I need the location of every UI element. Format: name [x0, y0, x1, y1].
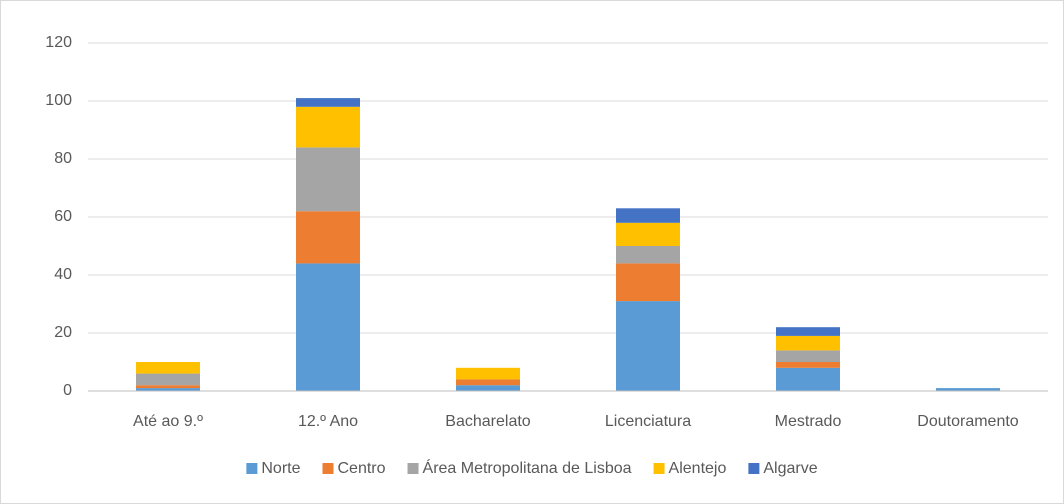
x-tick-label: Mestrado	[775, 413, 842, 430]
bar-segment	[296, 98, 360, 107]
bar-segment	[136, 362, 200, 374]
bar-segment	[776, 327, 840, 336]
bar-segment	[616, 222, 680, 246]
legend-label: Alentejo	[669, 460, 727, 477]
bar-segment	[456, 385, 520, 391]
x-tick-label: Bacharelato	[445, 413, 530, 430]
bar-segment	[616, 208, 680, 223]
legend-label: Norte	[261, 460, 300, 477]
bar-segment	[136, 385, 200, 389]
bar-segment	[136, 373, 200, 386]
y-tick-label: 20	[54, 324, 72, 341]
x-tick-label: Doutoramento	[917, 413, 1018, 430]
y-tick-label: 100	[45, 92, 72, 109]
legend-swatch	[322, 463, 334, 474]
bar-segment	[776, 335, 840, 351]
x-tick-label: 12.º Ano	[298, 413, 358, 430]
legend-swatch	[748, 463, 760, 474]
y-tick-label: 80	[54, 150, 72, 167]
bar-segment	[456, 367, 520, 380]
y-tick-label: 40	[54, 266, 72, 283]
bar-segment	[296, 106, 360, 148]
bar-segment	[456, 379, 520, 386]
bar-segment	[616, 246, 680, 264]
bar-segment	[936, 388, 1000, 391]
legend-label: Algarve	[763, 460, 817, 477]
y-tick-label: 60	[54, 208, 72, 225]
legend-swatch	[653, 463, 665, 474]
bar-segment	[136, 388, 200, 391]
bar-segment	[616, 263, 680, 302]
bar-segment	[616, 301, 680, 391]
x-tick-label: Licenciatura	[605, 413, 691, 430]
legend-swatch	[407, 463, 419, 474]
bar-segment	[296, 147, 360, 212]
legend-label: Centro	[337, 460, 385, 477]
bar-segment	[296, 263, 360, 391]
bar-segment	[776, 350, 840, 362]
legend-swatch	[246, 463, 258, 474]
legend-label: Área Metropolitana de Lisboa	[423, 458, 632, 477]
y-tick-label: 0	[63, 382, 72, 399]
bar-segment	[296, 211, 360, 264]
bar-segment	[776, 362, 840, 368]
x-tick-label: Até ao 9.º	[133, 413, 203, 430]
bar-segment	[776, 367, 840, 391]
y-tick-label: 120	[45, 34, 72, 51]
